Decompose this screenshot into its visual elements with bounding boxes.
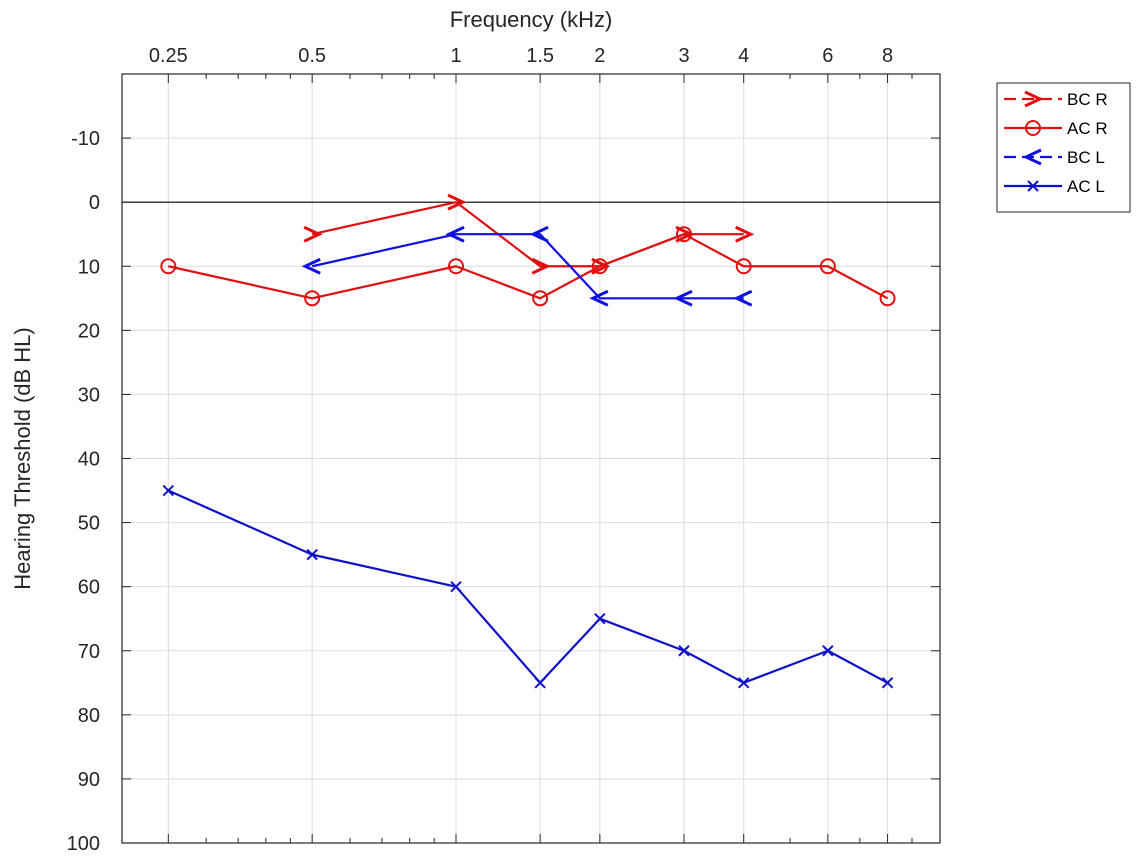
legend-entry: AC L [1004, 177, 1105, 196]
data-point-circle [304, 290, 321, 307]
legend-entry: AC R [1004, 119, 1108, 138]
data-point-circle [532, 290, 549, 307]
legend-marker-left-arrow [1022, 148, 1042, 166]
data-point-x [881, 677, 894, 689]
x-tick-label: 1.5 [526, 45, 554, 67]
data-point-circle [735, 258, 752, 275]
data-point-circle [591, 258, 608, 275]
series-line [168, 233, 889, 300]
data-point-circle [676, 226, 693, 243]
y-tick-label: 10 [78, 256, 100, 278]
x-tick-label: 0.25 [149, 45, 188, 67]
legend-marker-circle [1025, 120, 1041, 136]
y-tick-label: -10 [71, 128, 100, 150]
data-point-x [450, 580, 462, 593]
data-point-x [594, 613, 606, 625]
data-point-right-arrow [447, 193, 467, 211]
tick-labels: 0.25 0.5 1 1.5 2 3 4 6 8 -10 0 10 20 30 40 50 60 70 80 90 10… [67, 45, 893, 855]
data-point-left-arrow [589, 289, 609, 307]
x-tick-label: 0.5 [298, 45, 326, 67]
legend-entry: BC L [1004, 148, 1105, 167]
data-point-circle [160, 258, 177, 275]
x-tick-label: 4 [738, 45, 749, 67]
series-ac-l [162, 484, 894, 689]
plot-border [121, 73, 941, 844]
data-series [160, 193, 896, 689]
legend: BC R AC R BC L AC L [996, 82, 1131, 213]
y-tick-label: 60 [78, 577, 100, 599]
y-tick-label: 100 [67, 833, 100, 855]
x-tick-label: 2 [594, 45, 605, 67]
data-point-x [737, 677, 750, 689]
x-tick-label: 8 [882, 45, 893, 67]
data-point-right-arrow [531, 257, 551, 275]
data-point-circle [879, 290, 896, 307]
data-point-right-arrow [735, 225, 755, 243]
x-tick-label: 3 [678, 45, 689, 67]
y-tick-label: 90 [78, 769, 100, 791]
legend-marker-x [1027, 180, 1039, 192]
y-tick-label: 80 [78, 705, 100, 727]
data-point-x [534, 677, 546, 689]
legend-label: AC L [1067, 177, 1105, 196]
y-tick-label: 20 [78, 320, 100, 342]
y-tick-label: 70 [78, 641, 100, 663]
data-point-x [678, 645, 690, 657]
data-point-left-arrow [529, 225, 549, 243]
legend-box [996, 82, 1131, 213]
data-point-left-arrow [733, 289, 753, 307]
y-tick-label: 0 [89, 192, 100, 214]
x-axis-label: Frequency (kHz) [450, 7, 613, 32]
data-point-circle [448, 258, 465, 275]
data-point-left-arrow [445, 225, 465, 243]
data-point-left-arrow [673, 289, 693, 307]
data-point-x [162, 484, 175, 497]
y-tick-label: 30 [78, 384, 100, 406]
series-line [311, 233, 744, 300]
series-bc-l [301, 225, 753, 307]
data-point-right-arrow [303, 225, 323, 243]
legend-marker-right-arrow [1024, 90, 1044, 108]
data-point-x [306, 548, 318, 561]
data-point-left-arrow [301, 257, 321, 275]
y-tick-label: 50 [78, 513, 100, 535]
legend-label: BC L [1067, 148, 1105, 167]
x-tick-label: 1 [450, 45, 461, 67]
legend-entry: BC R [1004, 90, 1108, 109]
x-tick-label: 6 [822, 45, 833, 67]
legend-label: AC R [1067, 119, 1108, 138]
axes [121, 73, 941, 844]
y-tick-label: 40 [78, 449, 100, 471]
data-point-x [822, 645, 834, 657]
legend-label: BC R [1067, 90, 1108, 109]
series-ac-r [160, 226, 896, 307]
data-point-circle [819, 258, 836, 275]
y-axis-label: Hearing Threshold (dB HL) [10, 327, 35, 590]
